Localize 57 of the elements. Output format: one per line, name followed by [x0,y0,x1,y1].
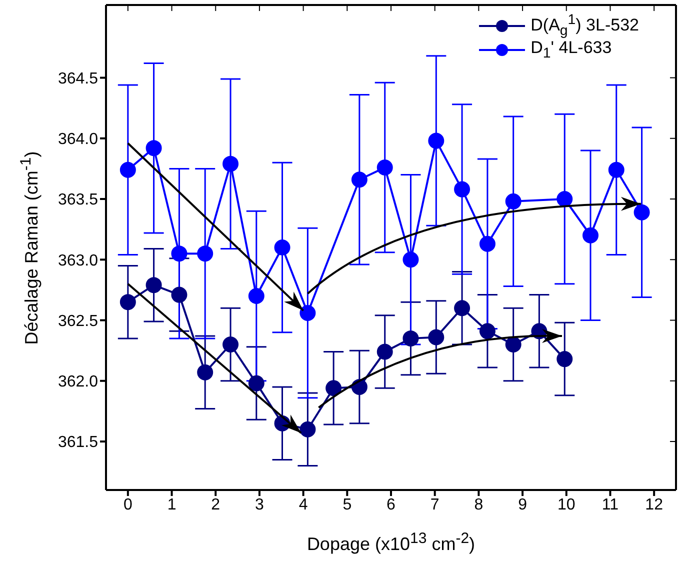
legend-label: D(A$_{g}$$^{1}$) 3L-532 [530,12,639,40]
point [197,364,214,380]
x-tick-label: 5 [342,496,352,514]
x-tick-label: 9 [518,496,528,514]
y-tick-label: 364.5 [58,70,98,88]
point [300,304,316,321]
y-tick-label: 364.0 [58,131,98,148]
x-tick-label: 12 [645,496,664,514]
point [505,336,522,352]
x-tick-label: 1 [167,496,176,514]
point [274,240,290,256]
point [171,286,188,303]
point [376,344,393,360]
point [120,294,136,310]
point [248,288,264,304]
x-tick-label: 4 [298,496,308,514]
x-tick-label: 2 [211,496,220,514]
point [248,375,264,392]
point [376,159,393,176]
point [556,191,573,207]
point [402,330,419,346]
point [146,140,162,156]
point [222,336,239,352]
legend-label: D$_{1}$' 4L-633 [530,38,612,62]
y-tick-label: 362.0 [58,374,98,391]
point [428,132,444,149]
point [120,162,136,178]
y-tick-label: 362.5 [58,312,98,330]
point [505,193,522,210]
x-tick-label: 0 [123,496,132,514]
y-tick-label: 361.5 [58,434,98,452]
x-tick-label: 7 [430,496,440,514]
point [479,323,496,340]
point [608,162,624,178]
y-tick-label: 363.5 [58,192,98,209]
point [402,252,419,268]
y-tick-label: 363.0 [58,252,98,270]
point [479,236,496,252]
point [351,172,368,188]
point [556,351,573,368]
point [197,246,214,262]
point [222,156,239,172]
x-axis-title: Dopage (x10$^{13}$ cm$^{-2}$) [306,530,476,555]
x-tick-label: 6 [386,496,396,514]
point [146,277,162,294]
point [300,421,316,438]
x-tick-label: 8 [474,496,484,514]
point [582,227,598,244]
point [454,181,470,198]
point [428,329,444,346]
x-tick-label: 10 [557,496,576,514]
point [454,300,470,316]
x-tick-label: 11 [602,496,619,514]
point [634,204,650,220]
x-tick-label: 3 [255,496,264,514]
point [326,380,342,396]
point [171,246,188,262]
